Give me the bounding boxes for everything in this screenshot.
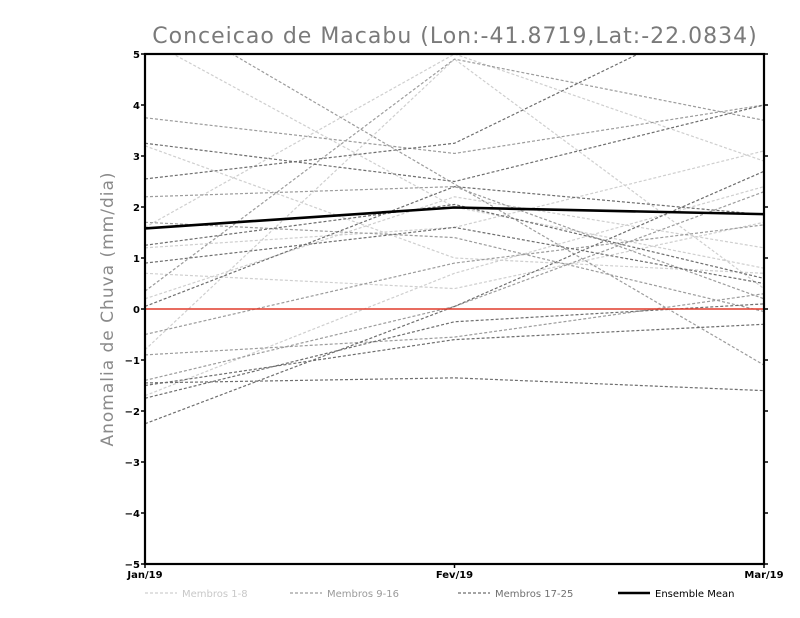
y-tick-label: 4 xyxy=(133,101,140,112)
y-tick-label: 0 xyxy=(133,305,140,316)
x-tick-label: Fev/19 xyxy=(436,570,473,581)
legend-label-1: Membros 1-8 xyxy=(182,589,248,600)
series-line-m19 xyxy=(145,226,764,285)
y-tick-label: −1 xyxy=(125,356,140,367)
series-line-m13 xyxy=(230,54,764,366)
y-tick-label: 1 xyxy=(133,254,140,265)
series-line-m9 xyxy=(145,104,764,155)
y-tick-label: 3 xyxy=(133,152,140,163)
chart-title: Conceicao de Macabu (Lon:-41.8719,Lat:-2… xyxy=(152,24,757,49)
legend-label-4: Ensemble Mean xyxy=(655,589,734,600)
series-line-m17 xyxy=(145,54,640,180)
series-line-m2 xyxy=(145,145,764,274)
series-line-m6 xyxy=(145,150,764,249)
series-line-m10 xyxy=(145,221,764,313)
legend-label-3: Membros 17-25 xyxy=(495,589,573,600)
series-line-m14 xyxy=(145,191,764,381)
series-line-m7 xyxy=(145,186,764,397)
series-line-m24 xyxy=(145,185,764,308)
legend: Membros 1-8 Membros 9-16 Membros 17-25 Ense… xyxy=(145,589,734,600)
ensemble-mean-line xyxy=(145,206,764,230)
series-line-m11 xyxy=(145,224,764,336)
series-line-m15 xyxy=(145,58,764,292)
y-tick-label: −5 xyxy=(125,560,140,571)
series-line-m18 xyxy=(145,170,764,425)
series-line-m16 xyxy=(145,293,764,356)
series-line-m3 xyxy=(145,54,764,228)
y-tick-label: −3 xyxy=(125,458,140,469)
y-tick-label: 5 xyxy=(133,50,140,61)
legend-label-2: Membros 9-16 xyxy=(327,589,399,600)
y-tick-label: −2 xyxy=(125,407,140,418)
series-line-m4 xyxy=(145,196,764,300)
series-line-m8 xyxy=(145,221,764,290)
series-line-m20 xyxy=(145,104,764,183)
y-axis-label: Anomalia de Chuva (mm/dia) xyxy=(98,171,118,446)
x-tick-label: Mar/19 xyxy=(744,570,783,581)
y-tick-label: 2 xyxy=(133,203,140,214)
series-line-m25 xyxy=(145,323,764,387)
y-tick-label: −4 xyxy=(125,509,140,520)
series-line-m23 xyxy=(145,303,764,399)
series-line-m21 xyxy=(145,203,764,279)
series-line-m22 xyxy=(145,377,764,392)
series-lines xyxy=(145,54,764,425)
x-tick-label: Jan/19 xyxy=(126,570,162,581)
